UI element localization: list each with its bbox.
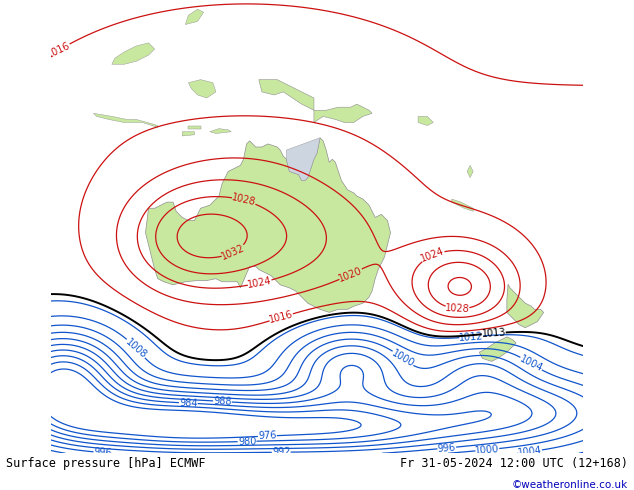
- Text: 1032: 1032: [220, 243, 247, 262]
- Text: 1020: 1020: [337, 265, 364, 283]
- Text: 1012: 1012: [458, 331, 484, 343]
- Text: 1028: 1028: [231, 193, 257, 208]
- Polygon shape: [188, 79, 216, 98]
- Polygon shape: [287, 138, 320, 181]
- Text: 1016: 1016: [46, 40, 72, 60]
- Text: 976: 976: [258, 431, 277, 441]
- Polygon shape: [418, 116, 434, 125]
- Text: 1028: 1028: [445, 303, 470, 314]
- Polygon shape: [185, 9, 204, 24]
- Polygon shape: [314, 104, 372, 122]
- Polygon shape: [93, 113, 158, 127]
- Text: 1004: 1004: [518, 354, 545, 373]
- Polygon shape: [507, 284, 543, 328]
- Text: 1000: 1000: [475, 444, 500, 456]
- Text: 1013: 1013: [481, 327, 507, 339]
- Text: 1016: 1016: [268, 309, 294, 325]
- Polygon shape: [145, 138, 391, 312]
- Polygon shape: [259, 79, 314, 110]
- Polygon shape: [210, 128, 231, 133]
- Polygon shape: [452, 199, 473, 211]
- Text: 980: 980: [238, 436, 256, 447]
- Polygon shape: [467, 165, 473, 177]
- Polygon shape: [182, 132, 195, 136]
- Text: 1024: 1024: [247, 276, 273, 290]
- Text: 1008: 1008: [124, 337, 148, 360]
- Text: 988: 988: [213, 396, 232, 407]
- Text: 996: 996: [93, 447, 112, 458]
- Text: 1004: 1004: [517, 445, 543, 458]
- Text: 992: 992: [272, 447, 290, 457]
- Text: 1024: 1024: [420, 246, 446, 264]
- Text: Fr 31-05-2024 12:00 UTC (12+168): Fr 31-05-2024 12:00 UTC (12+168): [399, 457, 628, 469]
- Text: 996: 996: [437, 442, 456, 454]
- Polygon shape: [188, 125, 200, 128]
- Text: 984: 984: [179, 398, 198, 409]
- Polygon shape: [479, 337, 516, 361]
- Text: Surface pressure [hPa] ECMWF: Surface pressure [hPa] ECMWF: [6, 457, 206, 469]
- Text: 1000: 1000: [390, 348, 416, 369]
- Text: ©weatheronline.co.uk: ©weatheronline.co.uk: [512, 480, 628, 490]
- Polygon shape: [112, 43, 155, 64]
